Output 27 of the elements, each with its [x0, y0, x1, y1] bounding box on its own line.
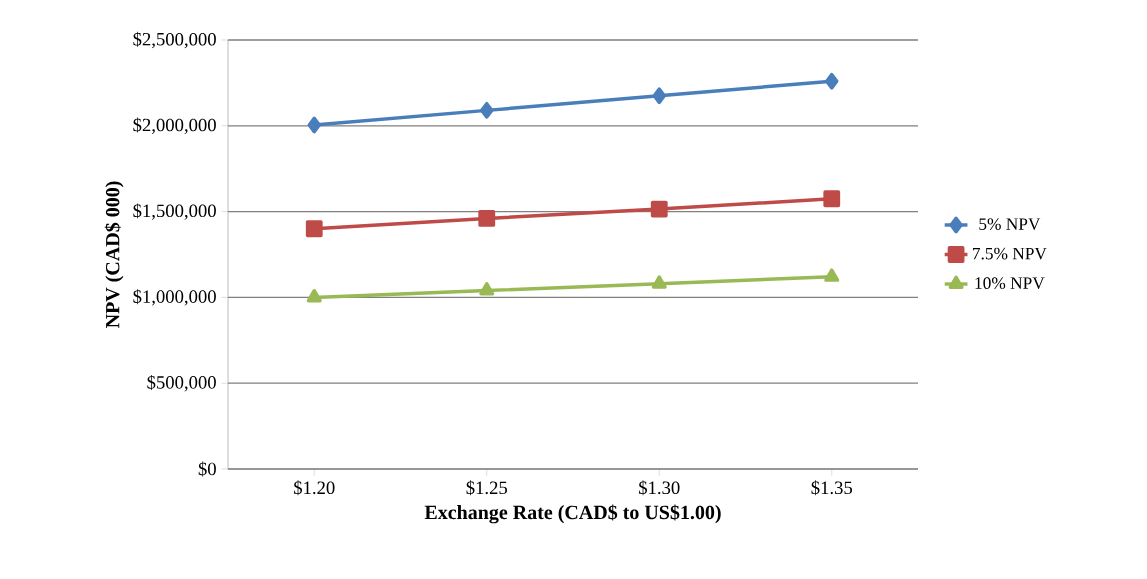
y-tick-label: $1,000,000 — [133, 289, 216, 306]
point — [651, 275, 667, 289]
y-tick-label: $1,500,000 — [133, 203, 216, 220]
legend-label: 5% NPV — [979, 218, 1041, 231]
point — [652, 87, 666, 105]
x-tick-label: $1.20 — [294, 480, 335, 496]
point — [305, 220, 323, 238]
y-axis-title: NPV (CAD$ 000) — [104, 181, 124, 328]
point — [479, 282, 495, 296]
x-tick-label: $1.25 — [466, 480, 508, 496]
x-tick-label: $1.35 — [811, 480, 853, 496]
y-tick-label: $2,500,000 — [133, 31, 216, 49]
point — [306, 288, 322, 303]
point — [824, 268, 840, 282]
x-axis-title: Exchange Rate (CAD$ to US$1.00) — [424, 504, 721, 524]
legend-label: 7.5% NPV — [973, 247, 1047, 260]
point — [478, 210, 496, 227]
y-tick-label: $500,000 — [147, 374, 216, 392]
y-tick-label: $0 — [198, 461, 216, 477]
x-tick-label: $1.30 — [639, 480, 680, 496]
point — [825, 72, 839, 90]
legend-label: 10% NPV — [975, 277, 1045, 290]
point — [480, 101, 494, 119]
point — [823, 190, 841, 208]
point — [650, 200, 668, 218]
y-tick-label: $2,000,000 — [133, 117, 216, 134]
point — [307, 116, 321, 134]
